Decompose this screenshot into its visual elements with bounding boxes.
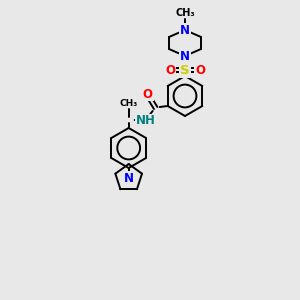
Text: O: O	[165, 64, 175, 76]
Text: NH: NH	[136, 115, 156, 128]
Text: CH₃: CH₃	[175, 8, 195, 18]
Text: N: N	[124, 172, 134, 184]
Text: O: O	[143, 88, 153, 100]
Text: N: N	[180, 50, 190, 62]
Text: S: S	[180, 64, 190, 76]
Text: N: N	[180, 23, 190, 37]
Text: CH₃: CH₃	[120, 98, 138, 107]
Text: O: O	[195, 64, 205, 76]
